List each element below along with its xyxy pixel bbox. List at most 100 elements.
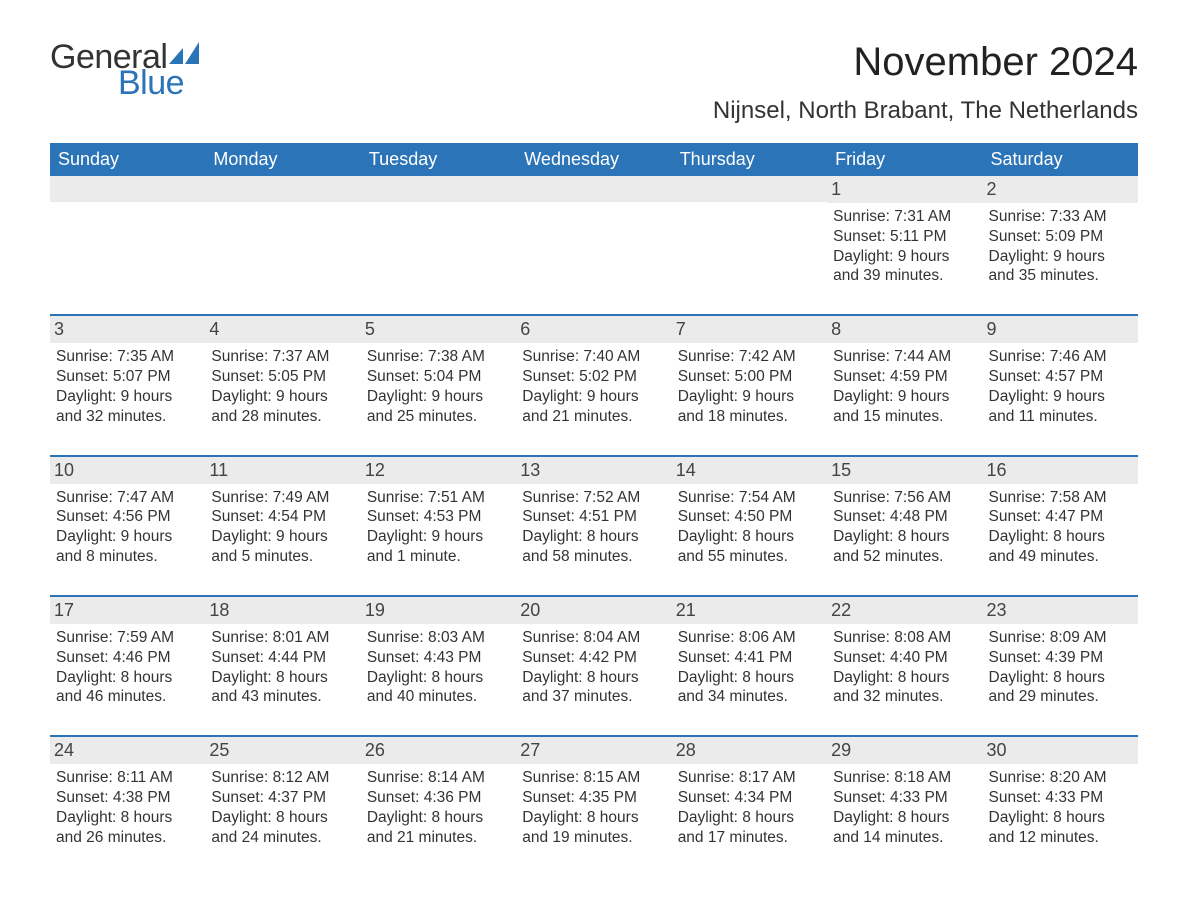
calendar-day: 1 Sunrise: 7:31 AMSunset: 5:11 PMDaylight… bbox=[827, 176, 982, 304]
daylight-line-1: Daylight: 8 hours bbox=[833, 668, 976, 688]
day-number: 13 bbox=[520, 460, 540, 480]
sunrise-line: Sunrise: 8:06 AM bbox=[678, 628, 821, 648]
day-details: Sunrise: 8:09 AMSunset: 4:39 PMDaylight:… bbox=[989, 628, 1132, 707]
daylight-line-2: and 34 minutes. bbox=[678, 687, 821, 707]
daylight-line-1: Daylight: 8 hours bbox=[211, 668, 354, 688]
day-details: Sunrise: 8:18 AMSunset: 4:33 PMDaylight:… bbox=[833, 768, 976, 847]
day-details: Sunrise: 7:58 AMSunset: 4:47 PMDaylight:… bbox=[989, 488, 1132, 567]
calendar-day: 14Sunrise: 7:54 AMSunset: 4:50 PMDayligh… bbox=[672, 457, 827, 585]
day-number: 28 bbox=[676, 740, 696, 760]
calendar-day: 3Sunrise: 7:35 AMSunset: 5:07 PMDaylight… bbox=[50, 316, 205, 444]
daylight-line-2: and 28 minutes. bbox=[211, 407, 354, 427]
day-number: 5 bbox=[365, 319, 375, 339]
day-number-strip: 23 bbox=[983, 597, 1138, 624]
location-subtitle: Nijnsel, North Brabant, The Netherlands bbox=[713, 97, 1138, 125]
daylight-line-1: Daylight: 9 hours bbox=[678, 387, 821, 407]
sunset-line: Sunset: 4:41 PM bbox=[678, 648, 821, 668]
daylight-line-1: Daylight: 8 hours bbox=[678, 527, 821, 547]
day-number: 21 bbox=[676, 600, 696, 620]
daylight-line-2: and 18 minutes. bbox=[678, 407, 821, 427]
sunset-line: Sunset: 4:42 PM bbox=[522, 648, 665, 668]
sunrise-line: Sunrise: 7:31 AM bbox=[833, 207, 976, 227]
daylight-line-2: and 49 minutes. bbox=[989, 547, 1132, 567]
calendar-day: 23 Sunrise: 8:09 AMSunset: 4:39 PMDayligh… bbox=[983, 597, 1138, 725]
day-details: Sunrise: 7:31 AMSunset: 5:11 PMDaylight:… bbox=[833, 207, 976, 286]
day-details: Sunrise: 7:42 AMSunset: 5:00 PMDaylight:… bbox=[678, 347, 821, 426]
sunset-line: Sunset: 4:53 PM bbox=[367, 507, 510, 527]
day-number: 17 bbox=[54, 600, 74, 620]
daylight-line-2: and 24 minutes. bbox=[211, 828, 354, 848]
calendar-day bbox=[50, 176, 205, 304]
daylight-line-2: and 8 minutes. bbox=[56, 547, 199, 567]
day-details: Sunrise: 8:04 AMSunset: 4:42 PMDaylight:… bbox=[522, 628, 665, 707]
daylight-line-2: and 32 minutes. bbox=[833, 687, 976, 707]
day-details: Sunrise: 8:03 AMSunset: 4:43 PMDaylight:… bbox=[367, 628, 510, 707]
sunrise-line: Sunrise: 7:59 AM bbox=[56, 628, 199, 648]
weekday-header: Monday bbox=[205, 143, 360, 176]
sunrise-line: Sunrise: 7:40 AM bbox=[522, 347, 665, 367]
sunset-line: Sunset: 4:37 PM bbox=[211, 788, 354, 808]
day-number: 14 bbox=[676, 460, 696, 480]
day-details: Sunrise: 7:33 AMSunset: 5:09 PMDaylight:… bbox=[989, 207, 1132, 286]
sunrise-line: Sunrise: 7:58 AM bbox=[989, 488, 1132, 508]
calendar-day: 11Sunrise: 7:49 AMSunset: 4:54 PMDayligh… bbox=[205, 457, 360, 585]
daylight-line-1: Daylight: 8 hours bbox=[56, 668, 199, 688]
day-number-strip bbox=[361, 176, 516, 202]
daylight-line-1: Daylight: 8 hours bbox=[989, 527, 1132, 547]
calendar-day: 30Sunrise: 8:20 AMSunset: 4:33 PMDayligh… bbox=[983, 737, 1138, 865]
sunset-line: Sunset: 5:02 PM bbox=[522, 367, 665, 387]
daylight-line-2: and 55 minutes. bbox=[678, 547, 821, 567]
weekday-header: Wednesday bbox=[516, 143, 671, 176]
sunrise-line: Sunrise: 7:46 AM bbox=[989, 347, 1132, 367]
day-number-strip bbox=[516, 176, 671, 202]
day-number-strip: 24 bbox=[50, 737, 205, 764]
sunset-line: Sunset: 4:43 PM bbox=[367, 648, 510, 668]
daylight-line-1: Daylight: 9 hours bbox=[833, 247, 976, 267]
sunrise-line: Sunrise: 7:56 AM bbox=[833, 488, 976, 508]
day-number-strip: 12 bbox=[361, 457, 516, 484]
sunrise-line: Sunrise: 8:09 AM bbox=[989, 628, 1132, 648]
weekday-header: Sunday bbox=[50, 143, 205, 176]
daylight-line-1: Daylight: 9 hours bbox=[833, 387, 976, 407]
daylight-line-2: and 39 minutes. bbox=[833, 266, 976, 286]
weekday-header: Tuesday bbox=[361, 143, 516, 176]
daylight-line-2: and 58 minutes. bbox=[522, 547, 665, 567]
sunrise-line: Sunrise: 7:52 AM bbox=[522, 488, 665, 508]
day-number-strip: 16 bbox=[983, 457, 1138, 484]
day-details: Sunrise: 7:56 AMSunset: 4:48 PMDaylight:… bbox=[833, 488, 976, 567]
daylight-line-1: Daylight: 8 hours bbox=[56, 808, 199, 828]
sunset-line: Sunset: 4:39 PM bbox=[989, 648, 1132, 668]
calendar-day: 15Sunrise: 7:56 AMSunset: 4:48 PMDayligh… bbox=[827, 457, 982, 585]
sunrise-line: Sunrise: 8:03 AM bbox=[367, 628, 510, 648]
sunrise-line: Sunrise: 8:08 AM bbox=[833, 628, 976, 648]
calendar-day: 8 Sunrise: 7:44 AMSunset: 4:59 PMDaylight… bbox=[827, 316, 982, 444]
calendar-day: 20Sunrise: 8:04 AMSunset: 4:42 PMDayligh… bbox=[516, 597, 671, 725]
day-number-strip bbox=[672, 176, 827, 202]
daylight-line-2: and 40 minutes. bbox=[367, 687, 510, 707]
day-details: Sunrise: 8:08 AMSunset: 4:40 PMDaylight:… bbox=[833, 628, 976, 707]
day-number-strip: 17 bbox=[50, 597, 205, 624]
day-number: 26 bbox=[365, 740, 385, 760]
day-number: 1 bbox=[831, 179, 841, 199]
daylight-line-1: Daylight: 9 hours bbox=[211, 527, 354, 547]
calendar-day bbox=[516, 176, 671, 304]
day-number-strip: 8 bbox=[827, 316, 982, 343]
sunrise-line: Sunrise: 7:35 AM bbox=[56, 347, 199, 367]
calendar-day: 28Sunrise: 8:17 AMSunset: 4:34 PMDayligh… bbox=[672, 737, 827, 865]
day-number: 30 bbox=[987, 740, 1007, 760]
calendar-day: 25Sunrise: 8:12 AMSunset: 4:37 PMDayligh… bbox=[205, 737, 360, 865]
calendar-day: 10Sunrise: 7:47 AMSunset: 4:56 PMDayligh… bbox=[50, 457, 205, 585]
sunset-line: Sunset: 4:59 PM bbox=[833, 367, 976, 387]
day-number-strip: 5 bbox=[361, 316, 516, 343]
day-details: Sunrise: 7:44 AMSunset: 4:59 PMDaylight:… bbox=[833, 347, 976, 426]
weekday-header: Friday bbox=[827, 143, 982, 176]
sunset-line: Sunset: 4:57 PM bbox=[989, 367, 1132, 387]
day-details: Sunrise: 7:46 AMSunset: 4:57 PMDaylight:… bbox=[989, 347, 1132, 426]
sunset-line: Sunset: 4:34 PM bbox=[678, 788, 821, 808]
sunset-line: Sunset: 5:05 PM bbox=[211, 367, 354, 387]
day-details: Sunrise: 8:01 AMSunset: 4:44 PMDaylight:… bbox=[211, 628, 354, 707]
day-number-strip: 10 bbox=[50, 457, 205, 484]
calendar-day bbox=[361, 176, 516, 304]
calendar-week: 24Sunrise: 8:11 AMSunset: 4:38 PMDayligh… bbox=[50, 735, 1138, 865]
daylight-line-1: Daylight: 8 hours bbox=[522, 808, 665, 828]
